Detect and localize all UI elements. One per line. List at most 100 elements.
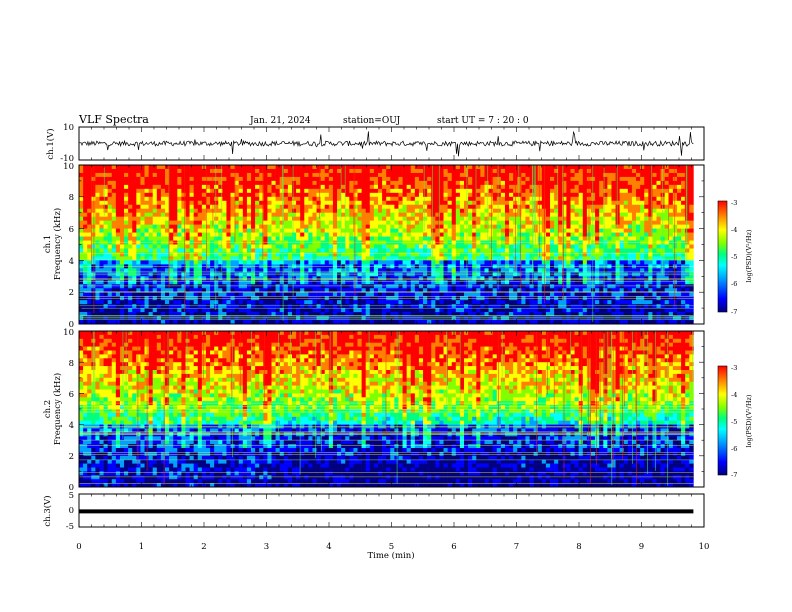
spectrogram-cell <box>418 216 424 221</box>
spectrogram-cell <box>345 216 350 221</box>
spectrogram-cell <box>500 284 506 289</box>
spectrogram-cell <box>193 208 199 213</box>
spectrogram-cell <box>103 312 108 317</box>
spectrogram-cell <box>488 200 493 206</box>
spectrogram-cell <box>410 300 416 305</box>
spectrogram-cell <box>496 208 502 213</box>
spectrogram-cell <box>201 284 207 289</box>
spectrogram-cell <box>525 224 530 229</box>
spectrogram-cell <box>279 196 285 202</box>
spectrogram-cell <box>480 180 485 186</box>
spectrogram-cell <box>480 260 485 265</box>
spectrogram-cell <box>308 204 313 210</box>
spectrogram-cell <box>320 244 326 249</box>
spectrogram-cell <box>488 256 493 261</box>
spectrogram-cell <box>132 320 137 325</box>
spectrogram-cell <box>214 292 219 297</box>
spectrogram-cell <box>521 188 526 194</box>
spectrogram-cell <box>509 252 514 257</box>
spectrogram-cell <box>87 304 92 309</box>
spectrogram-cell <box>218 232 223 237</box>
spectrogram-cell <box>324 288 330 293</box>
spectrogram-cell <box>439 192 444 198</box>
spectrogram-cell <box>345 192 350 198</box>
spectrogram-cell <box>509 276 514 281</box>
spectrogram-cell <box>517 176 522 182</box>
spectrogram-cell <box>435 224 440 229</box>
spectrogram-cell <box>476 228 481 233</box>
spectrogram-cell <box>464 292 469 297</box>
spectrogram-cell <box>214 224 219 229</box>
spectrogram-cell <box>382 248 387 253</box>
spectrogram-cell <box>79 224 84 229</box>
spectrogram-cell <box>296 176 301 182</box>
spectrogram-cell <box>107 308 113 313</box>
spectrogram-cell <box>451 280 457 285</box>
spectrogram-cell <box>562 272 567 277</box>
spectrogram-cell <box>169 208 174 213</box>
spectrogram-cell <box>533 272 539 277</box>
spectrogram-cell <box>242 172 248 178</box>
spectrogram-cell <box>124 248 129 253</box>
spectrogram-cell <box>443 200 448 206</box>
spectrogram-cell <box>316 180 321 186</box>
spectrogram-cell <box>324 320 330 325</box>
spectrogram-cell <box>332 292 338 297</box>
spectrogram-cell <box>545 236 551 241</box>
spectrogram-cell <box>214 256 219 261</box>
spectrogram-cell <box>197 192 203 198</box>
spectrogram-cell <box>181 240 186 245</box>
spectrogram-cell <box>87 172 92 178</box>
spectrogram-cell <box>492 260 498 265</box>
spectrogram-cell <box>484 300 489 305</box>
spectrogram-cell <box>480 268 485 273</box>
spectrogram-cell <box>423 244 428 249</box>
spectrogram-cell <box>431 204 436 210</box>
spectrogram-cell <box>251 236 256 241</box>
spectrogram-cell <box>283 260 289 265</box>
spectrogram-cell <box>99 212 104 217</box>
spectrogram-cell <box>562 312 567 317</box>
spectrogram-cell <box>492 284 498 289</box>
spectrogram-cell <box>545 196 551 202</box>
spectrogram-cell <box>312 244 317 249</box>
spectrogram-cell <box>279 232 285 237</box>
spectrogram-cell <box>316 200 321 206</box>
spectrogram-cell <box>119 180 125 186</box>
spectrogram-cell <box>332 308 338 313</box>
spectrogram-cell <box>537 240 543 245</box>
spectrogram-cell <box>95 320 100 325</box>
spectrogram-cell <box>287 280 293 285</box>
spectrogram-cell <box>341 224 346 229</box>
spectrogram-cell <box>361 204 367 210</box>
spectrogram-cell <box>545 212 551 217</box>
spectrogram-cell <box>390 312 395 317</box>
spectrogram-cell <box>144 200 149 206</box>
spectrogram-cell <box>500 224 506 229</box>
spectrogram-cell <box>287 224 293 229</box>
spectrogram-cell <box>488 196 493 202</box>
spectrogram-cell <box>140 284 145 289</box>
spectrogram-cell <box>529 244 534 249</box>
spectrogram-cell <box>160 256 166 261</box>
spectrogram-cell <box>533 228 539 233</box>
spectrogram-cell <box>205 304 211 309</box>
spectrogram-cell <box>488 192 493 198</box>
spectrogram-cell <box>349 208 354 213</box>
spectrogram-cell <box>87 268 92 273</box>
spectrogram-cell <box>128 176 133 182</box>
spectrogram-cell <box>91 212 96 217</box>
spectrogram-cell <box>132 244 137 249</box>
spectrogram-cell <box>91 236 96 241</box>
spectrogram-cell <box>566 220 571 225</box>
spectrogram-cell <box>304 200 309 206</box>
spectrogram-cell <box>464 304 469 309</box>
spectrogram-cell <box>242 312 248 317</box>
spectrogram-cell <box>447 260 453 265</box>
spectrogram-cell <box>132 260 137 265</box>
spectrogram-cell <box>115 180 121 186</box>
spectrogram-cell <box>169 196 174 202</box>
spectrogram-cell <box>255 280 260 285</box>
spectrogram-cell <box>378 240 383 245</box>
spectrogram-cell <box>414 240 420 245</box>
